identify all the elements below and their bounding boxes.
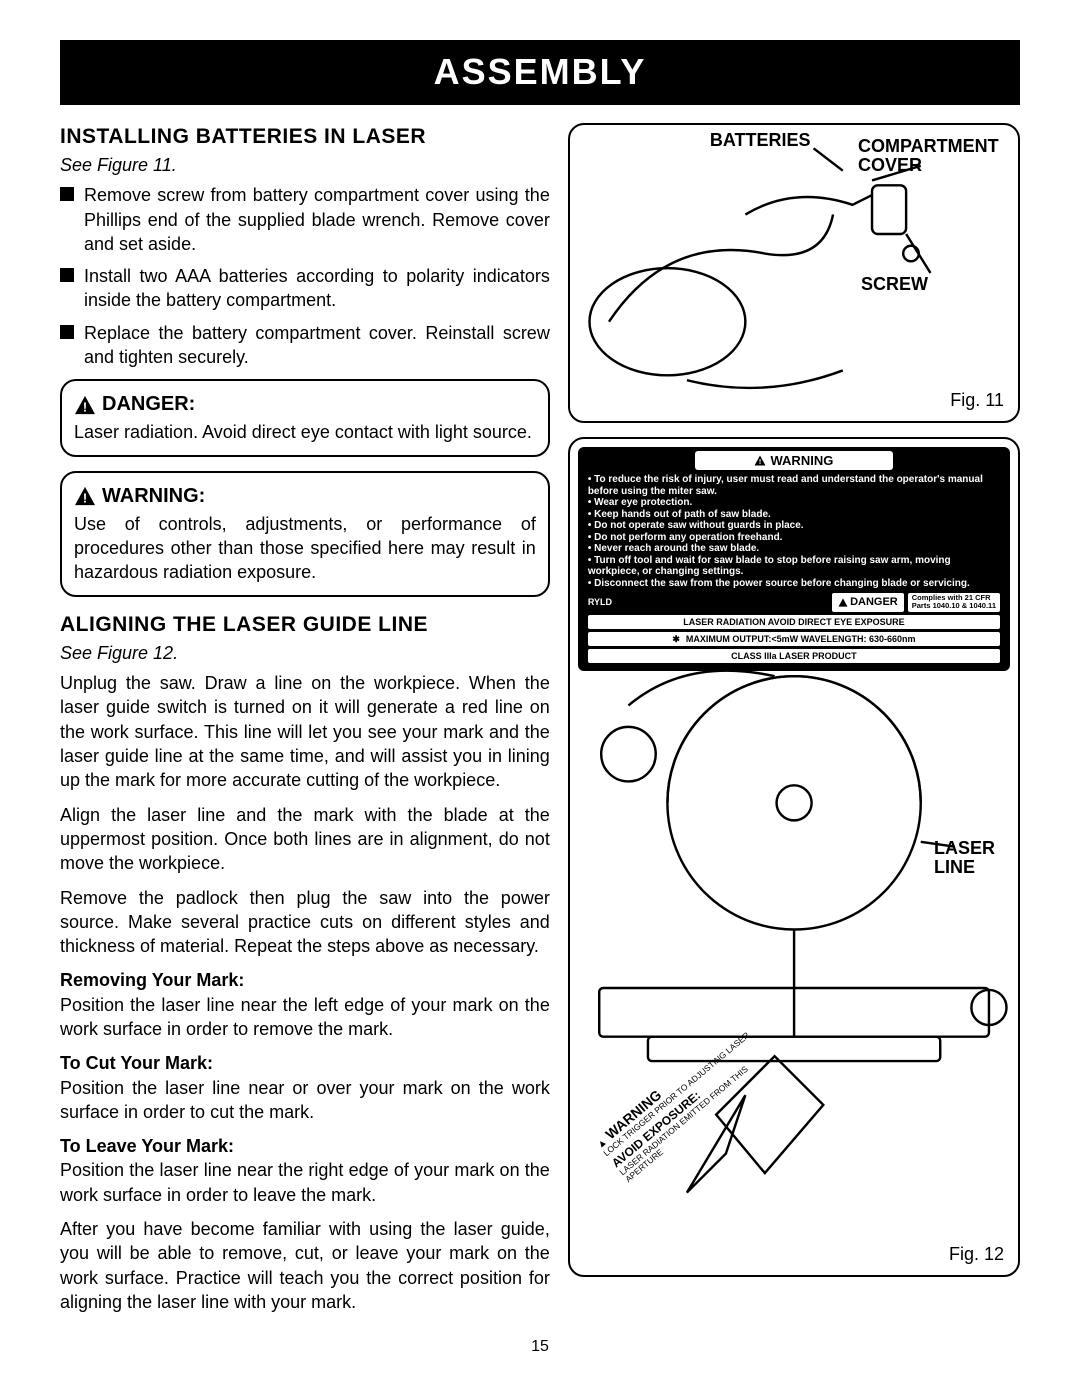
banner-title: ASSEMBLY [60,40,1020,105]
svg-text:!: ! [83,399,87,414]
two-column-layout: INSTALLING BATTERIES IN LASER See Figure… [60,123,1020,1325]
wl-bullet: To reduce the risk of injury, user must … [588,474,1000,497]
warning-mini-icon: ! [754,455,766,466]
figure-11: BATTERIES COMPARTMENT COVER SCREW Fig. 1… [568,123,1020,423]
section1-see: See Figure 11. [60,153,550,177]
wl-laser2: ✱MAXIMUM OUTPUT:<5mW WAVELENGTH: 630-660… [588,632,1000,646]
wl-bullet: Keep hands out of path of saw blade. [588,509,1000,521]
warning-box: ! WARNING: Use of controls, adjustments,… [60,471,550,597]
sub3-title: To Leave Your Mark: [60,1134,550,1158]
wl-danger-text: DANGER [850,595,898,610]
danger-label: DANGER: [102,391,195,418]
fig12-caption: Fig. 12 [949,1242,1004,1266]
wl-ryld: RYLD [588,596,612,608]
danger-triangle-icon: ! [74,395,96,415]
section2-title: ALIGNING THE LASER GUIDE LINE [60,611,550,639]
callout-laser-line: LASER LINE [934,839,1004,879]
bullet-text: Replace the battery compartment cover. R… [84,321,550,370]
sub3-text: Position the laser line near the right e… [60,1158,550,1207]
section2-p3: Remove the padlock then plug the saw int… [60,886,550,959]
warning-label: WARNING: [102,483,205,510]
wl-danger-badge: DANGER [832,593,904,612]
wl-head-text: WARNING [770,452,833,470]
fig11-art [570,125,1018,421]
rot-avoid: AVOID EXPOSURE: [609,1032,771,1171]
figure-12: ! WARNING To reduce the risk of injury, … [568,437,1020,1277]
bullet-icon [60,325,74,339]
rotated-warning: ▲ WARNING LOCK TRIGGER PRIOR TO ADJUSTIN… [592,1011,783,1184]
section2-see: See Figure 12. [60,641,550,665]
bullet-text: Remove screw from battery compartment co… [84,183,550,256]
wl-bullet: Never reach around the saw blade. [588,543,1000,555]
sub2-text: Position the laser line near or over you… [60,1076,550,1125]
wl-bullet: Turn off tool and wait for saw blade to … [588,555,1000,578]
warning-text: Use of controls, adjustments, or perform… [74,512,536,585]
fig12-warning-label: ! WARNING To reduce the risk of injury, … [578,447,1010,671]
bullet-icon [60,187,74,201]
section2-p4: After you have become familiar with usin… [60,1217,550,1314]
wl-bullet: Do not perform any operation freehand. [588,532,1000,544]
wl-comply: Complies with 21 CFRParts 1040.10 & 1040… [908,593,1000,612]
sub1-text: Position the laser line near the left ed… [60,993,550,1042]
section2-p1: Unplug the saw. Draw a line on the workp… [60,671,550,792]
wl-bullets: To reduce the risk of injury, user must … [588,474,1000,589]
danger-box: ! DANGER: Laser radiation. Avoid direct … [60,379,550,456]
sub1-title: Removing Your Mark: [60,968,550,992]
wl-laser1: LASER RADIATION AVOID DIRECT EYE EXPOSUR… [588,615,1000,629]
right-column: BATTERIES COMPARTMENT COVER SCREW Fig. 1… [568,123,1020,1325]
fig11-caption: Fig. 11 [950,388,1004,412]
wl-bullet: Do not operate saw without guards in pla… [588,520,1000,532]
danger-text: Laser radiation. Avoid direct eye contac… [74,420,536,444]
left-column: INSTALLING BATTERIES IN LASER See Figure… [60,123,550,1325]
wl-bullet: Wear eye protection. [588,497,1000,509]
warning-triangle-icon: ! [74,486,96,506]
page-number: 15 [60,1336,1020,1358]
bullet-icon [60,268,74,282]
bullet-text: Install two AAA batteries according to p… [84,264,550,313]
wl-bullet: Disconnect the saw from the power source… [588,578,1000,590]
section1-title: INSTALLING BATTERIES IN LASER [60,123,550,151]
section1-bullets: Remove screw from battery compartment co… [60,183,550,369]
section2-p2: Align the laser line and the mark with t… [60,803,550,876]
wl-laser3: CLASS IIIa LASER PRODUCT [588,649,1000,663]
svg-text:!: ! [83,490,87,505]
danger-mini-icon [838,598,848,607]
sub2-title: To Cut Your Mark: [60,1051,550,1075]
svg-text:!: ! [759,459,761,466]
